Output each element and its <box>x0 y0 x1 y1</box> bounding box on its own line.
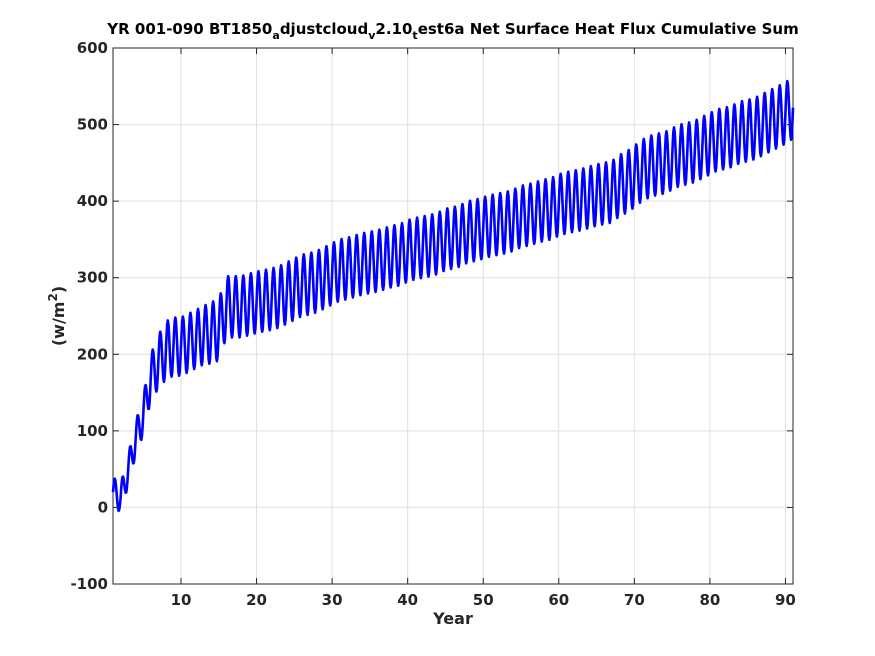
x-tick-label: 10 <box>171 591 192 609</box>
data-line-series <box>111 79 795 513</box>
y-axis-label: (w/m2) <box>46 286 68 346</box>
y-tick-label: 0 <box>98 498 108 516</box>
title-segment: est6a Net Surface Heat Flux Cumulative S… <box>418 20 799 38</box>
title-subscript: a <box>272 29 279 42</box>
y-axis-label-superscript: 2 <box>46 293 60 301</box>
x-tick-label: 50 <box>473 591 494 609</box>
y-axis-label-base: (w/m <box>49 302 68 347</box>
x-tick-label: 90 <box>775 591 796 609</box>
y-tick-label: 300 <box>77 269 108 287</box>
title-subscript: t <box>412 29 417 42</box>
title-segment: 2.10 <box>375 20 412 38</box>
x-axis-label: Year <box>432 609 473 628</box>
title-segment: YR 001-090 BT1850 <box>106 20 272 38</box>
title-subscript: v <box>368 29 376 42</box>
y-tick-label: 600 <box>77 39 108 57</box>
x-tick-label: 20 <box>246 591 267 609</box>
title-segment: djustcloud <box>280 20 368 38</box>
y-tick-label: -100 <box>70 575 108 593</box>
x-tick-label: 60 <box>548 591 569 609</box>
plot-area-frame <box>112 47 794 585</box>
x-tick-label: 80 <box>699 591 720 609</box>
chart-title: YR 001-090 BT1850adjustcloudv2.10test6a … <box>106 20 799 42</box>
x-tick-label: 40 <box>397 591 418 609</box>
axis-ticks: 10 20 30 40 50 60 70 80 90 -100 0 100 200 300 400 500 60… <box>70 39 795 609</box>
y-tick-label: 500 <box>77 116 108 134</box>
y-axis-label-suffix: ) <box>49 286 68 293</box>
y-tick-label: 100 <box>77 422 108 440</box>
y-tick-label: 200 <box>77 345 108 363</box>
y-tick-label: 400 <box>77 192 108 210</box>
x-tick-label: 70 <box>624 591 645 609</box>
x-tick-label: 30 <box>322 591 343 609</box>
